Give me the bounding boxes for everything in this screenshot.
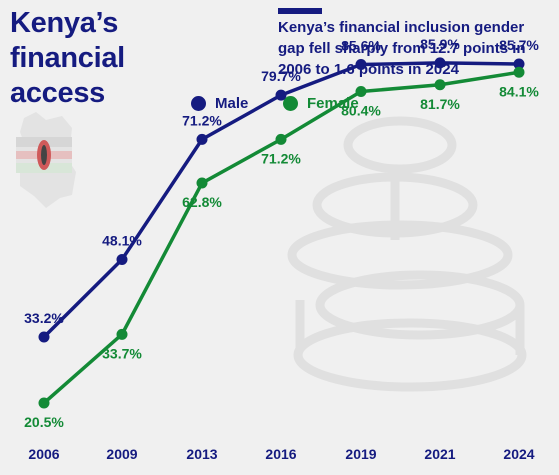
- data-label-female: 62.8%: [182, 194, 222, 210]
- subtitle-accent-bar: [278, 8, 322, 14]
- page-title: Kenya’s financial access: [10, 7, 125, 109]
- data-point-female: [275, 133, 287, 145]
- x-tick-label: 2009: [106, 446, 137, 462]
- data-label-female: 80.4%: [341, 103, 381, 119]
- data-point-male: [434, 57, 446, 69]
- data-point-female: [513, 66, 525, 78]
- x-tick-label: 2006: [28, 446, 59, 462]
- data-label-male: 79.7%: [261, 68, 301, 84]
- data-point-male: [513, 58, 525, 70]
- data-label-male: 33.2%: [24, 310, 64, 326]
- x-tick-label: 2024: [503, 446, 534, 462]
- legend-item-male: Male: [191, 92, 248, 114]
- data-label-female: 71.2%: [261, 150, 301, 166]
- chart-subtitle: Kenya’s financial inclusion gender gap f…: [278, 19, 526, 78]
- legend-marker-male: [191, 95, 206, 111]
- data-point-female: [196, 177, 208, 189]
- data-point-male: [355, 58, 367, 70]
- data-label-male: 48.1%: [102, 232, 142, 248]
- data-label-male: 85.7%: [499, 37, 539, 53]
- kenya-map-flag-icon: [16, 112, 76, 208]
- data-label-male: 85.6%: [341, 37, 381, 53]
- data-point-female: [355, 86, 367, 98]
- data-label-female: 33.7%: [102, 345, 142, 361]
- data-label-male: 85.9%: [420, 36, 460, 52]
- data-point-male: [196, 133, 208, 145]
- data-point-female: [38, 397, 50, 409]
- data-point-male: [275, 89, 287, 101]
- data-label-female: 84.1%: [499, 83, 539, 99]
- coin-stack-icon: [287, 116, 527, 392]
- legend-marker-female: [283, 95, 298, 111]
- data-label-female: 20.5%: [24, 414, 64, 430]
- data-point-female: [116, 328, 128, 340]
- x-tick-label: 2013: [186, 446, 217, 462]
- data-label-female: 81.7%: [420, 96, 460, 112]
- data-point-male: [116, 253, 128, 265]
- legend-label-male: Male: [215, 94, 249, 112]
- x-tick-label: 2019: [345, 446, 376, 462]
- x-tick-label: 2016: [265, 446, 296, 462]
- data-label-male: 71.2%: [182, 112, 222, 128]
- x-tick-label: 2021: [424, 446, 455, 462]
- data-point-male: [38, 331, 50, 343]
- data-point-female: [434, 79, 446, 91]
